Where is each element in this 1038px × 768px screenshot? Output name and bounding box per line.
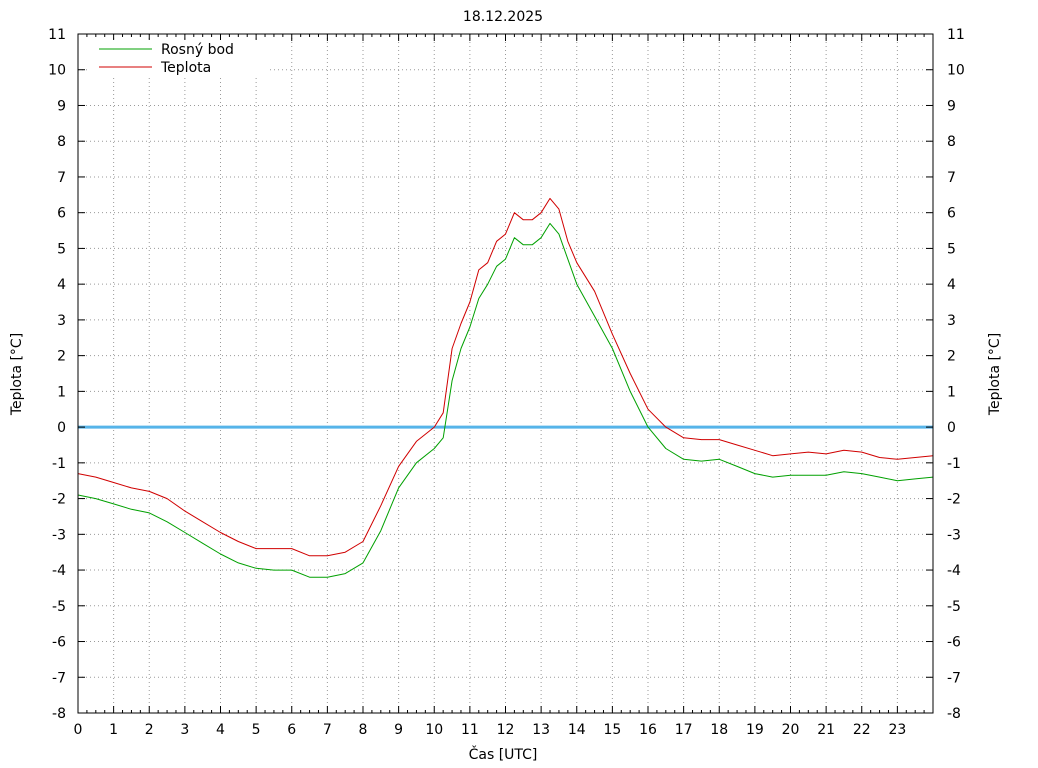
series-line-1 xyxy=(77,197,934,557)
y-tick-label-left: 11 xyxy=(48,27,66,43)
legend: Rosný bod Teplota xyxy=(90,40,270,78)
y-tick-label-right: 11 xyxy=(947,27,965,43)
y-tick-label-left: 2 xyxy=(57,349,66,365)
series-line-0 xyxy=(77,222,934,578)
y-tick-label-left: 4 xyxy=(57,277,66,293)
x-tick-label: 16 xyxy=(639,722,657,738)
y-tick-label-right: -4 xyxy=(947,563,961,579)
y-tick-label-right: -8 xyxy=(947,706,961,722)
y-tick-label-right: -6 xyxy=(947,635,961,651)
x-tick-label: 3 xyxy=(180,722,189,738)
y-tick-label-left: -2 xyxy=(52,492,66,508)
y-tick-label-right: 6 xyxy=(947,206,956,222)
y-tick-label-right: 8 xyxy=(947,134,956,150)
y-tick-labels-left: -8 -7 -6 -5 -4 -3 -2 -1 0 1 2 3 4 5 6 7 8 9 10 11 xyxy=(48,27,66,722)
x-tick-label: 19 xyxy=(746,722,764,738)
y-axis-title-right: Teplota [°C] xyxy=(987,333,1003,416)
y-tick-label-left: -6 xyxy=(52,635,66,651)
y-tick-label-left: 5 xyxy=(57,241,66,257)
y-tick-label-left: 7 xyxy=(57,170,66,186)
y-tick-label-left: 9 xyxy=(57,98,66,114)
x-tick-label: 10 xyxy=(425,722,443,738)
y-tick-label-left: 6 xyxy=(57,206,66,222)
y-tick-label-left: 1 xyxy=(57,384,66,400)
x-tick-label: 13 xyxy=(532,722,550,738)
legend-background xyxy=(90,40,270,78)
y-tick-label-right: 5 xyxy=(947,241,956,257)
y-tick-label-right: 9 xyxy=(947,98,956,114)
x-tick-label: 9 xyxy=(394,722,403,738)
y-tick-label-right: 7 xyxy=(947,170,956,186)
y-tick-label-right: 4 xyxy=(947,277,956,293)
chart-title: 18.12.2025 xyxy=(463,9,543,25)
y-tick-label-right: 2 xyxy=(947,349,956,365)
x-tick-label: 5 xyxy=(252,722,261,738)
y-tick-label-left: 0 xyxy=(57,420,66,436)
y-tick-label-left: -3 xyxy=(52,527,66,543)
y-tick-label-left: 10 xyxy=(48,63,66,79)
y-tick-label-left: -8 xyxy=(52,706,66,722)
y-tick-label-right: 3 xyxy=(947,313,956,329)
x-tick-label: 18 xyxy=(710,722,728,738)
x-tick-label: 2 xyxy=(145,722,154,738)
y-tick-label-right: -1 xyxy=(947,456,961,472)
x-tick-label: 11 xyxy=(461,722,479,738)
y-tick-label-left: -7 xyxy=(52,670,66,686)
x-tick-label: 17 xyxy=(675,722,693,738)
y-tick-label-right: 0 xyxy=(947,420,956,436)
x-tick-label: 8 xyxy=(359,722,368,738)
plot-frame xyxy=(77,33,934,714)
legend-label-teplota: Teplota xyxy=(160,60,211,76)
y-tick-label-right: -5 xyxy=(947,599,961,615)
x-tick-labels: 0 1 2 3 4 5 6 7 8 9 10 11 12 13 14 15 16 17 18 19 20 21 22 23 xyxy=(74,722,907,738)
x-tick-label: 6 xyxy=(287,722,296,738)
y-tick-label-left: -5 xyxy=(52,599,66,615)
y-axis-title-left: Teplota [°C] xyxy=(9,333,25,416)
x-axis-title: Čas [UTC] xyxy=(469,745,538,763)
y-tick-label-right: -2 xyxy=(947,492,961,508)
y-tick-label-left: -1 xyxy=(52,456,66,472)
y-tick-label-right: 1 xyxy=(947,384,956,400)
y-tick-label-left: 8 xyxy=(57,134,66,150)
x-tick-label: 15 xyxy=(603,722,621,738)
legend-label-rosny-bod: Rosný bod xyxy=(161,42,234,58)
y-tick-labels-right: -8 -7 -6 -5 -4 -3 -2 -1 0 1 2 3 4 5 6 7 8 9 10 11 xyxy=(947,27,965,722)
x-tick-label: 12 xyxy=(497,722,515,738)
x-tick-label: 20 xyxy=(782,722,800,738)
x-tick-label: 1 xyxy=(109,722,118,738)
y-tick-label-left: -4 xyxy=(52,563,66,579)
x-tick-label: 23 xyxy=(888,722,906,738)
grid-lines xyxy=(78,34,933,713)
y-tick-label-right: -7 xyxy=(947,670,961,686)
x-tick-label: 21 xyxy=(817,722,835,738)
x-tick-label: 14 xyxy=(568,722,586,738)
x-tick-label: 7 xyxy=(323,722,332,738)
y-tick-label-left: 3 xyxy=(57,313,66,329)
y-tick-label-right: -3 xyxy=(947,527,961,543)
x-tick-label: 0 xyxy=(74,722,83,738)
tick-marks xyxy=(77,33,933,714)
series-group xyxy=(77,197,934,578)
y-tick-label-right: 10 xyxy=(947,63,965,79)
x-tick-label: 4 xyxy=(216,722,225,738)
x-tick-label: 22 xyxy=(853,722,871,738)
